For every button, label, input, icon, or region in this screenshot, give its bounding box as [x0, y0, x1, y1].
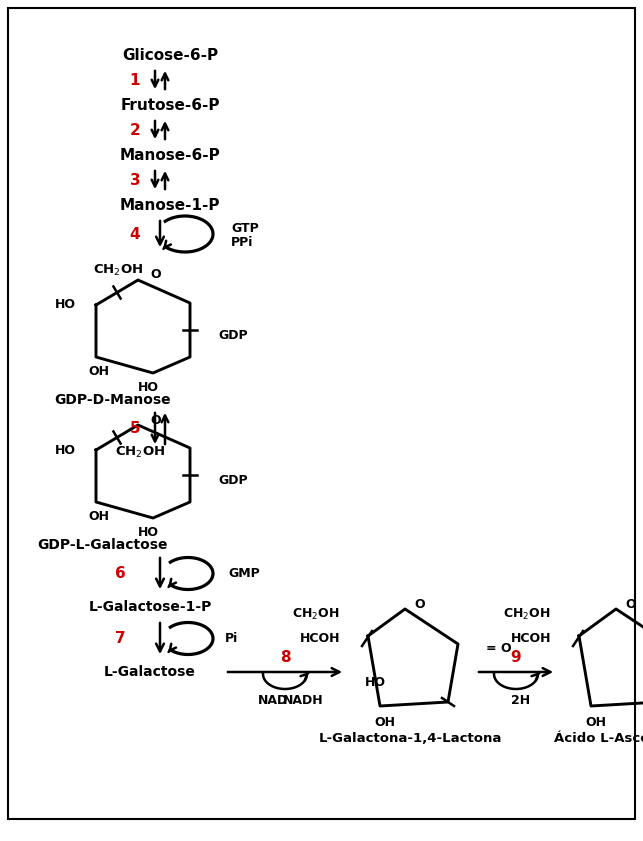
Text: 2: 2 [130, 123, 140, 137]
Text: CH$_2$OH: CH$_2$OH [293, 606, 340, 621]
Text: PPi: PPi [231, 235, 253, 248]
Text: HO: HO [138, 526, 159, 538]
Text: CH$_2$OH: CH$_2$OH [115, 444, 165, 459]
Text: GMP: GMP [228, 567, 260, 580]
Text: OH: OH [586, 716, 606, 728]
Text: L-Galactose-1-P: L-Galactose-1-P [88, 600, 212, 614]
Text: 2H: 2H [511, 695, 530, 707]
Text: OH: OH [89, 364, 109, 378]
Text: HCOH: HCOH [300, 632, 340, 644]
Text: O: O [150, 268, 161, 282]
Text: O: O [415, 597, 425, 611]
Text: Manose-6-P: Manose-6-P [120, 147, 221, 162]
Text: L-Galactona-1,4-Lactona: L-Galactona-1,4-Lactona [318, 733, 502, 745]
Text: GTP: GTP [231, 221, 258, 235]
Text: O: O [626, 597, 637, 611]
Text: 5: 5 [130, 421, 140, 436]
Text: HO: HO [55, 443, 76, 457]
Text: HO: HO [365, 675, 386, 689]
Text: 4: 4 [130, 226, 140, 241]
Text: OH: OH [89, 510, 109, 522]
Text: Pi: Pi [225, 632, 239, 645]
Text: NADH: NADH [283, 695, 323, 707]
Text: OH: OH [374, 716, 395, 728]
Text: = O: = O [486, 643, 512, 655]
Text: GDP-D-Manose: GDP-D-Manose [55, 393, 171, 407]
Text: CH$_2$OH: CH$_2$OH [93, 262, 143, 278]
Text: Frutose-6-P: Frutose-6-P [120, 98, 220, 113]
Text: 9: 9 [511, 650, 521, 665]
Text: L-Galactose: L-Galactose [104, 665, 196, 679]
Text: O: O [150, 414, 161, 426]
Text: 7: 7 [114, 631, 125, 646]
Text: Ácido L-Ascórbico: Ácido L-Ascórbico [554, 733, 643, 745]
Text: HO: HO [55, 299, 76, 311]
Text: Glicose-6-P: Glicose-6-P [122, 47, 218, 62]
Text: 6: 6 [114, 566, 125, 581]
Text: GDP: GDP [218, 473, 248, 486]
Text: GDP-L-Galactose: GDP-L-Galactose [38, 538, 168, 552]
Text: 1: 1 [130, 72, 140, 87]
Text: HO: HO [138, 380, 159, 394]
Text: CH$_2$OH: CH$_2$OH [503, 606, 551, 621]
Text: HCOH: HCOH [511, 632, 551, 644]
Text: GDP: GDP [218, 329, 248, 341]
Text: NAD: NAD [258, 695, 288, 707]
Text: Manose-1-P: Manose-1-P [120, 198, 221, 213]
Text: 8: 8 [280, 650, 290, 665]
Text: 3: 3 [130, 172, 140, 188]
